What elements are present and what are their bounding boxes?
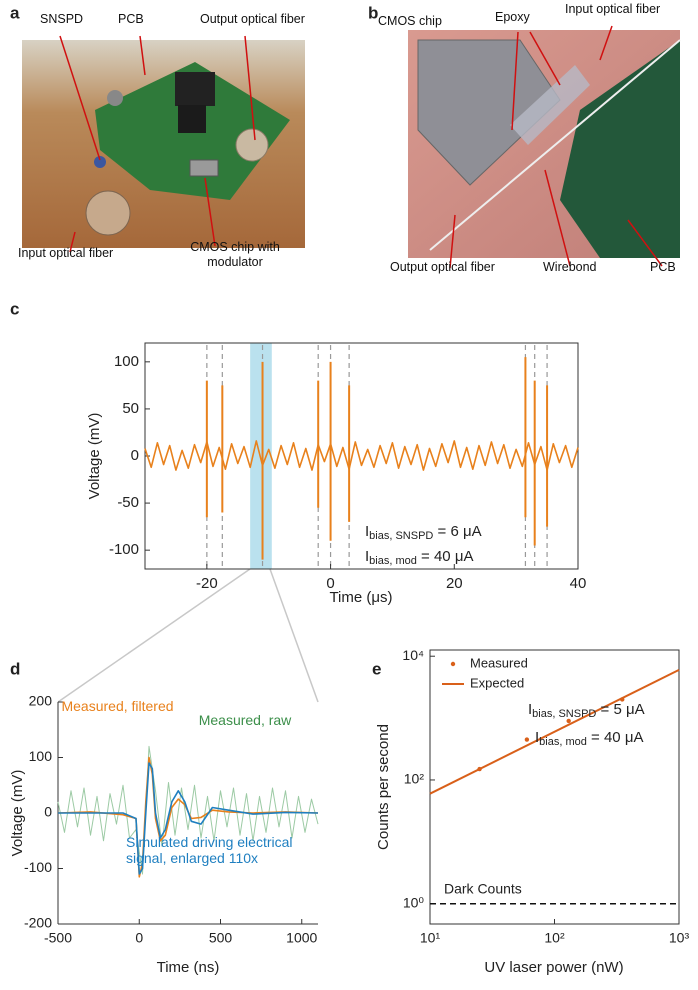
series-label-box: Measured, raw xyxy=(198,712,292,728)
series-label-box: Simulated driving electrical signal, enl… xyxy=(126,834,293,866)
annotation: Ibias, SNSPD = 6 μA xyxy=(365,523,482,542)
y-tick-label: 10² xyxy=(404,771,425,787)
x-tick-label: -500 xyxy=(44,930,72,946)
annotation-rest: = 6 μA xyxy=(433,523,481,540)
trace xyxy=(144,440,579,471)
highlight-band xyxy=(250,343,272,569)
point xyxy=(524,737,530,742)
trace xyxy=(58,762,319,875)
photo-annotation: SNSPD xyxy=(40,12,84,26)
photo-annotation: PCB xyxy=(650,260,676,274)
y-tick-label: -100 xyxy=(24,859,52,875)
annotation: Ibias, SNSPD = 5 μA xyxy=(528,701,645,720)
y-tick-label: -200 xyxy=(24,915,52,931)
photo-annotation: Wirebond xyxy=(543,260,597,274)
y-axis-label: Voltage (mV) xyxy=(9,770,26,857)
photo-a-pointers xyxy=(59,35,256,253)
y-tick-label: 10⁴ xyxy=(402,647,424,663)
series-label-box: Measured, filtered xyxy=(61,698,174,714)
photo-annotation-box: PCB xyxy=(650,260,676,274)
annotation: Ibias, mod = 40 μA xyxy=(535,729,643,748)
annotation-rest: = 40 μA xyxy=(417,548,474,565)
y-tick-label: 100 xyxy=(29,748,53,764)
annotation-sub: bias, mod xyxy=(539,736,587,748)
panel-label: d xyxy=(10,659,20,678)
photo-annotation-box: PCB xyxy=(118,12,144,26)
fit-line xyxy=(429,669,680,795)
y-axis-label: Voltage (mV) xyxy=(86,413,103,500)
panel-label: e xyxy=(372,659,381,678)
photo-b xyxy=(408,30,681,258)
trace xyxy=(57,745,319,875)
x-tick-label: 0 xyxy=(135,930,143,946)
photo-annotation: CMOS chip xyxy=(378,14,442,28)
x-tick-label: 10² xyxy=(544,930,565,946)
x-axis-label: UV laser power (nW) xyxy=(484,959,623,976)
photo-annotation: Epoxy xyxy=(495,10,530,24)
legend-label: Measured xyxy=(470,655,528,670)
panel-label: c xyxy=(10,299,19,318)
photo-a xyxy=(22,40,305,248)
x-tick-label: 40 xyxy=(570,575,587,592)
annotation: Ibias, mod = 40 μA xyxy=(365,548,473,567)
photo-annotation: Input optical fiber xyxy=(565,2,661,16)
y-tick-label: -100 xyxy=(109,541,139,558)
y-tick-label: 0 xyxy=(44,804,52,820)
panel-label: b xyxy=(368,3,378,22)
photo-annotation-box: Epoxy xyxy=(495,10,530,24)
reference-label: Dark Counts xyxy=(444,880,522,896)
legend-label: Expected xyxy=(470,675,524,690)
annotation-main: I xyxy=(365,548,369,565)
y-tick-label: 200 xyxy=(29,693,53,709)
photo-annotation: PCB xyxy=(118,12,144,26)
x-tick-label: 0 xyxy=(326,575,334,592)
photo-annotation: Input optical fiber xyxy=(18,246,114,260)
x-tick-label: 500 xyxy=(209,930,233,946)
photo-annotation: CMOS chip with modulator xyxy=(190,240,280,269)
annotation-rest: = 40 μA xyxy=(587,729,644,746)
point xyxy=(566,718,571,724)
annotation-main: I xyxy=(528,701,532,718)
x-tick-label: 10³ xyxy=(669,930,690,946)
x-tick-label: -20 xyxy=(196,575,218,592)
annotation-main: I xyxy=(535,729,539,746)
zoom-lines xyxy=(57,568,319,703)
photo-annotation: Output optical fiber xyxy=(390,260,495,274)
panel-label: a xyxy=(10,3,20,22)
photo-annotation-box: CMOS chip xyxy=(378,14,442,28)
y-tick-label: 10⁰ xyxy=(403,894,425,910)
photo-annotation-box: Output optical fiber xyxy=(200,12,305,26)
photo-annotation-box: Output optical fiber xyxy=(390,260,495,274)
series-label: Measured, filtered xyxy=(61,698,174,714)
photo-annotation-box: Input optical fiber xyxy=(18,246,114,260)
annotation-rest: = 5 μA xyxy=(596,701,644,718)
photo-annotation-box: CMOS chip with modulator xyxy=(190,240,280,269)
y-tick-label: 100 xyxy=(114,353,139,370)
photo-annotation-box: Wirebond xyxy=(543,260,597,274)
x-tick-label: 10¹ xyxy=(420,930,441,946)
photo-annotation-box: Input optical fiber xyxy=(565,2,661,16)
legend-swatch xyxy=(450,661,456,667)
series-label: Measured, raw xyxy=(198,712,292,728)
y-tick-label: 0 xyxy=(131,447,139,464)
x-tick-label: 1000 xyxy=(286,930,317,946)
annotation-main: I xyxy=(365,523,369,540)
x-axis-label: Time (ns) xyxy=(157,959,220,976)
annotation-sub: bias, mod xyxy=(369,555,417,567)
photo-b-pointers xyxy=(449,25,663,269)
x-tick-label: 20 xyxy=(446,575,463,592)
annotation-sub: bias, SNSPD xyxy=(532,708,596,720)
y-axis-label: Counts per second xyxy=(375,724,392,850)
photo-annotation: Output optical fiber xyxy=(200,12,305,26)
x-axis-label: Time (μs) xyxy=(329,589,392,606)
photo-annotation-box: SNSPD xyxy=(40,12,84,26)
y-tick-label: 50 xyxy=(122,400,139,417)
y-tick-label: -50 xyxy=(117,494,139,511)
series-label: Simulated driving electrical signal, enl… xyxy=(126,834,293,866)
annotation-sub: bias, SNSPD xyxy=(369,530,433,542)
